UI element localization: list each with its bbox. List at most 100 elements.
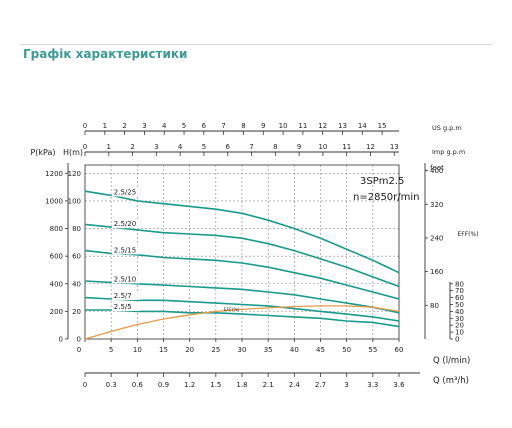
us-gpm-tick-label: 4 (162, 122, 167, 130)
head-tick-label: 80 (72, 225, 81, 233)
us-gpm-tick-label: 0 (83, 122, 87, 130)
q-m3h-tick-label: 1.8 (236, 381, 247, 389)
head-curve-2-5-15 (84, 249, 400, 300)
head-curve-2-5-5 (85, 309, 400, 328)
imp-gpm-tick-label: 8 (273, 143, 277, 151)
efficiency-curve-label: EFF(%) (224, 307, 240, 313)
efficiency-curve (84, 305, 400, 340)
q-lmin-tick-label: 30 (238, 346, 247, 354)
q-m3h-tick-label: 1.2 (184, 381, 195, 389)
us-gpm-tick-label: 2 (122, 122, 126, 130)
imp-gpm-tick-label: 0 (83, 143, 87, 151)
header-divider (20, 44, 492, 45)
head-curve-2-5-7 (84, 296, 400, 322)
q-m3h-tick-label: 0.9 (158, 381, 169, 389)
feet-tick-label: 400 (430, 167, 443, 175)
q-lmin-tick-label: 50 (342, 346, 351, 354)
q-lmin-tick-label: 5 (109, 346, 113, 354)
us-gpm-tick-label: 8 (241, 122, 245, 130)
efficiency-axis-title: EFF(%) (457, 231, 478, 238)
pressure-tick-label: 1200 (45, 170, 63, 178)
imp-gpm-tick-label: 13 (390, 143, 399, 151)
imp-gpm-tick-label: 1 (107, 143, 111, 151)
efficiency-tick-label: 70 (455, 287, 464, 295)
q-lmin-tick-label: 10 (133, 346, 142, 354)
q-lmin-tick-label: 60 (395, 346, 404, 354)
pressure-tick-label: 600 (50, 253, 63, 261)
feet-tick-label: 320 (430, 201, 443, 209)
head-axis-title: H(m) (63, 148, 83, 157)
page-title: Графік характеристики (23, 47, 188, 61)
head-curve-2-5-10 (84, 280, 400, 314)
q-m3h-tick-label: 3.3 (367, 381, 378, 389)
q-lmin-tick-label: 35 (264, 346, 273, 354)
imp-gpm-tick-label: 5 (202, 143, 206, 151)
head-tick-label: 0 (77, 336, 81, 344)
q-m3h-tick-label: 0.3 (106, 381, 117, 389)
pressure-tick-label: 200 (50, 308, 63, 316)
feet-axis-title: feet (430, 164, 444, 172)
efficiency-tick-label: 60 (455, 294, 464, 302)
series-label: 2.5/15 (114, 246, 136, 254)
pressure-axis-title: P(kPa) (30, 148, 55, 157)
imp-gpm-tick-label: 7 (249, 143, 253, 151)
q-m3h-tick-label: 0 (83, 381, 87, 389)
q-lmin-axis-title: Q (l/min) (433, 356, 470, 366)
head-tick-label: 60 (72, 253, 81, 261)
imp-gpm-tick-label: 3 (154, 143, 158, 151)
feet-tick-label: 160 (430, 268, 443, 276)
q-m3h-tick-label: 3 (344, 381, 348, 389)
us-gpm-tick-label: 1 (103, 122, 107, 130)
q-m3h-tick-label: 0.6 (132, 381, 144, 389)
efficiency-tick-label: 40 (455, 308, 464, 316)
series-label: 2.5/25 (114, 188, 136, 196)
series-label-bg (111, 219, 140, 229)
us-gpm-tick-label: 6 (202, 122, 207, 130)
series-label: 2.5/10 (114, 275, 136, 283)
us-gpm-tick-label: 13 (338, 122, 347, 130)
efficiency-tick-label: 0 (455, 336, 459, 344)
efficiency-tick-label: 20 (455, 322, 464, 330)
pressure-tick-label: 1000 (45, 197, 63, 205)
series-label: 2.5/20 (114, 220, 136, 228)
imp-gpm-tick-label: 6 (226, 143, 231, 151)
imp-gpm-tick-label: 10 (318, 143, 327, 151)
q-m3h-tick-label: 3.6 (393, 381, 405, 389)
series-label: 2.5/5 (114, 303, 132, 311)
q-m3h-tick-label: 2.7 (315, 381, 326, 389)
us-gpm-tick-label: 11 (298, 122, 307, 130)
us-gpm-tick-label: 10 (279, 122, 288, 130)
q-m3h-tick-label: 2.1 (263, 381, 274, 389)
series-label-bg (111, 302, 140, 311)
head-tick-label: 40 (72, 280, 81, 288)
us-gpm-tick-label: 5 (182, 122, 186, 130)
head-tick-label: 20 (72, 308, 81, 316)
q-lmin-tick-label: 20 (185, 346, 194, 354)
efficiency-tick-label: 10 (455, 329, 464, 337)
q-lmin-tick-label: 25 (211, 346, 220, 354)
feet-tick-label: 240 (430, 234, 443, 242)
q-lmin-tick-label: 45 (316, 346, 325, 354)
us-gpm-tick-label: 15 (378, 122, 387, 130)
q-m3h-tick-label: 1.5 (210, 381, 221, 389)
head-tick-label: 100 (68, 197, 81, 205)
efficiency-tick-label: 50 (455, 301, 464, 309)
q-m3h-axis-title: Q (m³/h) (433, 376, 469, 386)
series-label-bg (111, 187, 140, 197)
us-gpm-tick-label: 14 (358, 122, 367, 130)
pressure-tick-label: 400 (50, 280, 63, 288)
series-label-bg (111, 245, 140, 255)
head-tick-label: 120 (68, 170, 81, 178)
q-lmin-tick-label: 55 (368, 346, 377, 354)
head-curve-2-5-20 (84, 223, 400, 288)
series-label: 2.5/7 (114, 292, 132, 300)
imp-gpm-tick-label: 2 (130, 143, 134, 151)
us-gpm-tick-label: 12 (318, 122, 327, 130)
imp-gpm-tick-label: 11 (342, 143, 351, 151)
us-gpm-tick-label: 7 (221, 122, 225, 130)
speed-label: n=2850r/min (353, 192, 420, 203)
efficiency-tick-label: 30 (455, 315, 464, 323)
imp-gpm-axis-title: Imp g.p.m (432, 148, 465, 156)
q-lmin-tick-label: 0 (77, 346, 81, 354)
